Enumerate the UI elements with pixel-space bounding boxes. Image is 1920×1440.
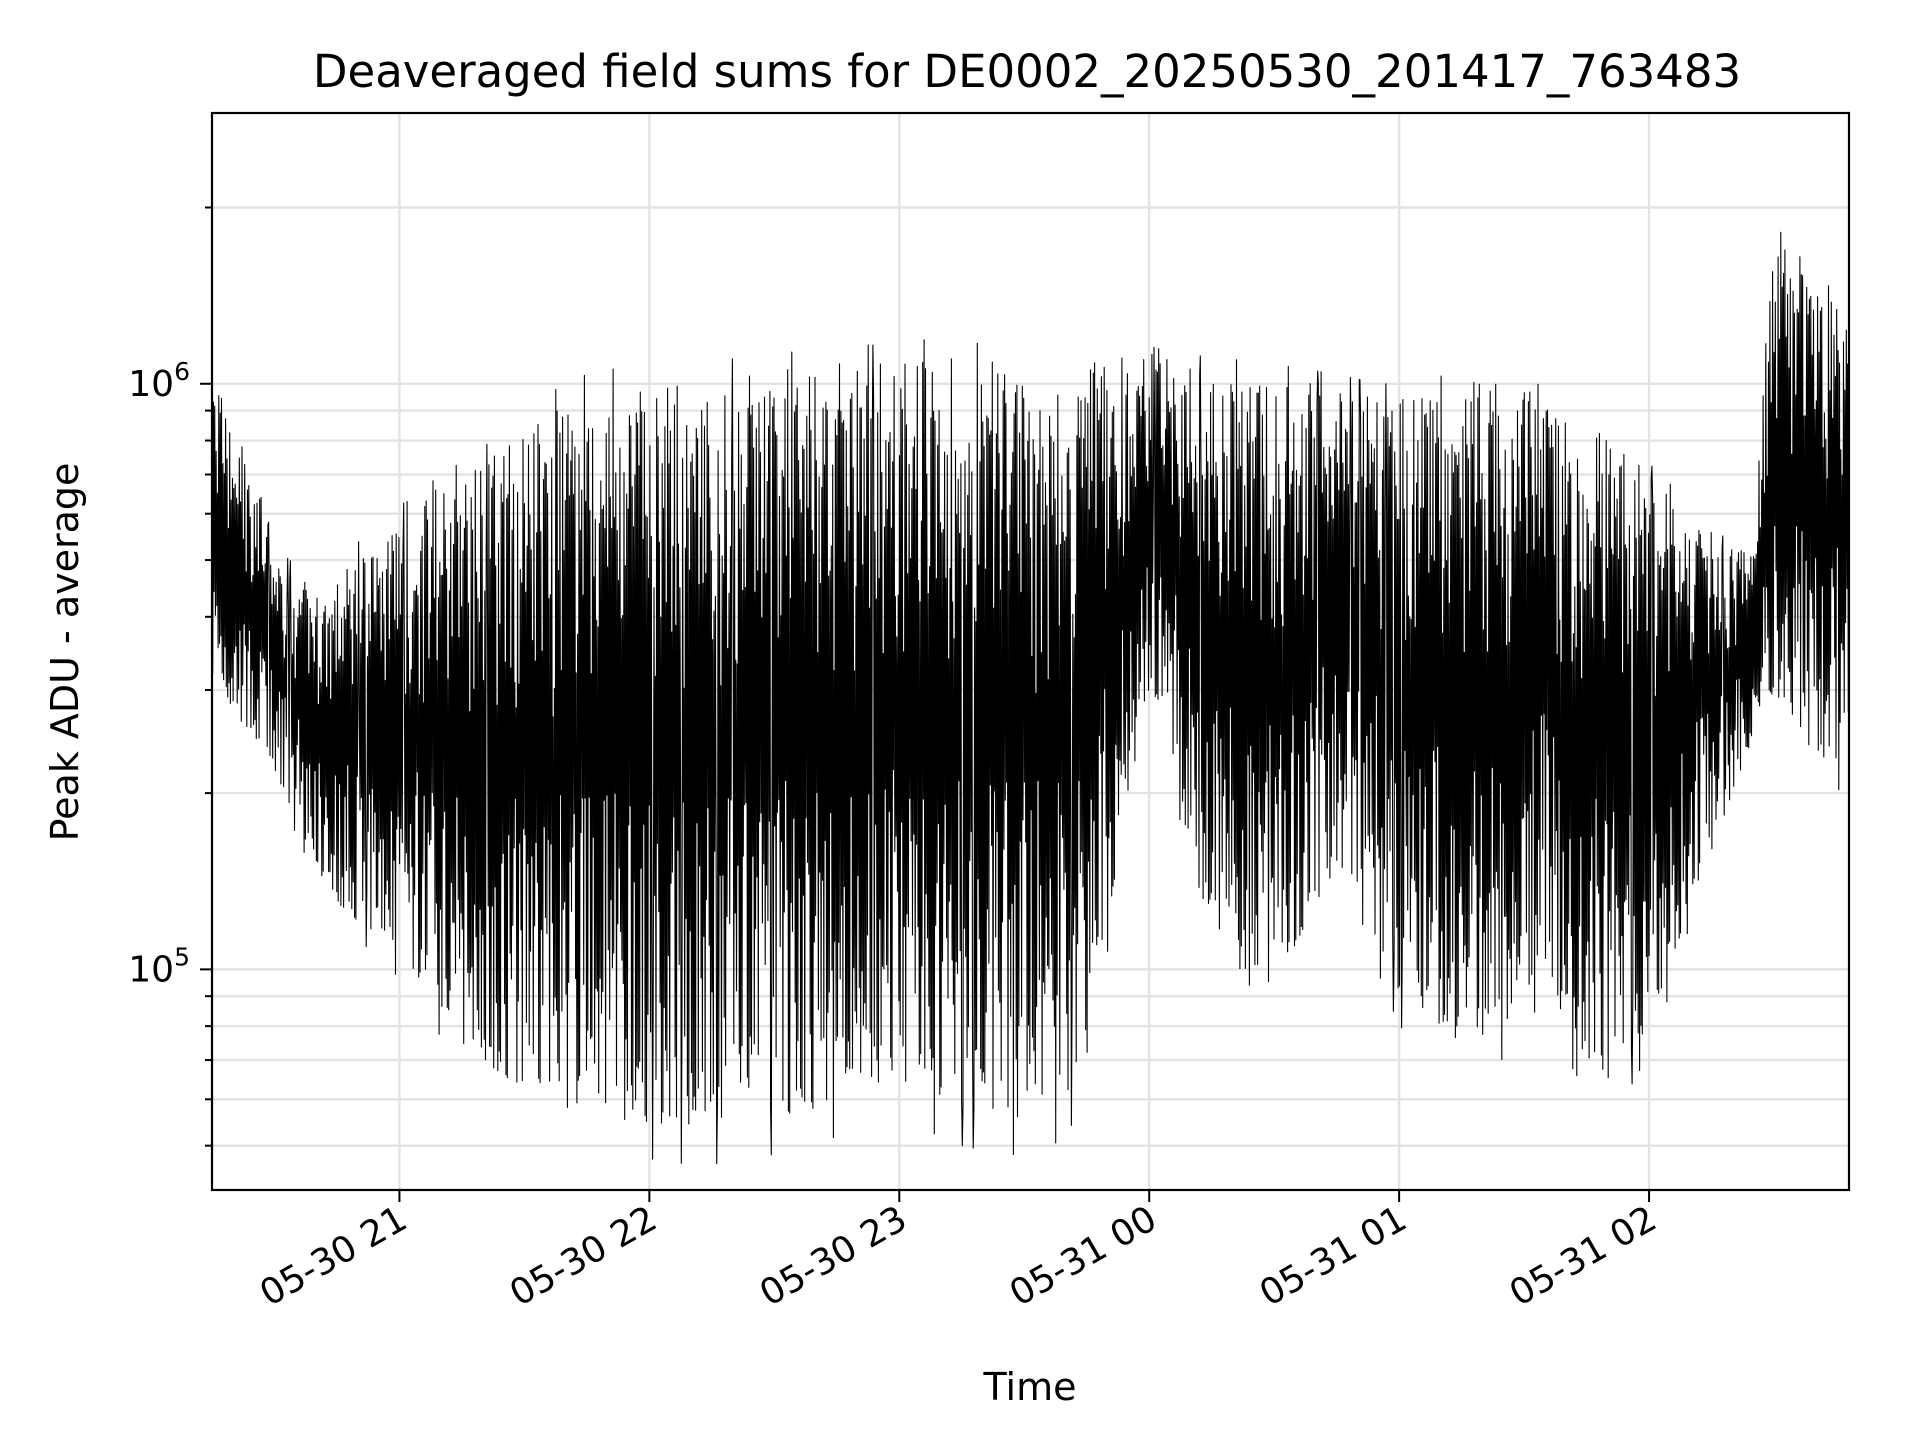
plot-frame bbox=[210, 111, 1851, 1192]
y-tick-label: 105 bbox=[128, 942, 190, 990]
x-axis-label: Time bbox=[983, 1365, 1077, 1409]
series-line bbox=[211, 231, 1850, 1165]
y-tick-label-exponent: 6 bbox=[174, 357, 190, 386]
chart-title: Deaveraged field sums for DE0002_2025053… bbox=[313, 45, 1741, 98]
y-tick-label-base: 10 bbox=[128, 949, 174, 990]
series-layer bbox=[211, 231, 1850, 1165]
y-tick-label: 106 bbox=[128, 357, 190, 405]
y-tick-label-exponent: 5 bbox=[174, 942, 190, 971]
y-axis-label: Peak ADU - average bbox=[43, 463, 87, 842]
y-tick-label-base: 10 bbox=[128, 364, 174, 405]
